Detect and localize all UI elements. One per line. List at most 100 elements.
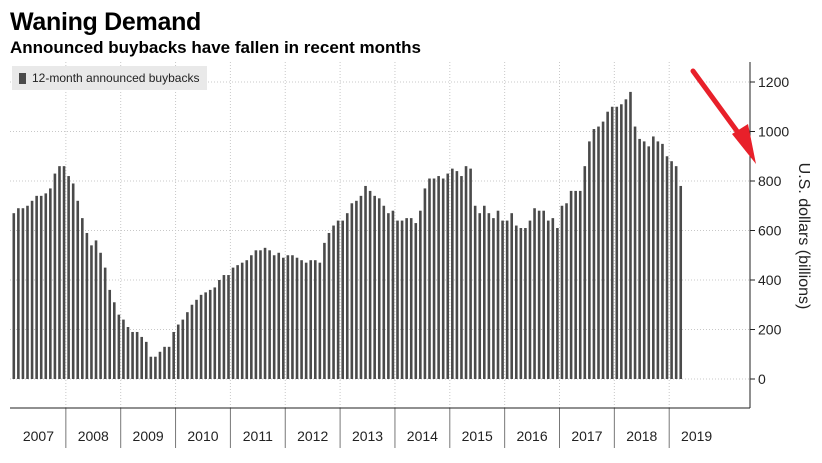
bar xyxy=(318,262,322,379)
bar xyxy=(49,188,52,379)
bar xyxy=(633,126,637,379)
bar xyxy=(455,171,459,379)
bar xyxy=(190,304,194,379)
bar xyxy=(419,210,422,379)
bar xyxy=(642,141,646,379)
bar xyxy=(624,99,628,379)
bar xyxy=(222,275,226,379)
bar xyxy=(359,195,363,379)
bar xyxy=(542,210,545,379)
bar xyxy=(428,178,431,379)
bar xyxy=(345,213,349,379)
bar xyxy=(597,126,600,379)
bar xyxy=(647,146,651,379)
bar xyxy=(117,314,121,379)
bar xyxy=(67,176,70,379)
bar xyxy=(661,143,664,379)
bar xyxy=(112,302,116,379)
bar xyxy=(524,228,527,379)
bar xyxy=(154,356,157,379)
bar xyxy=(441,178,445,379)
annotation-arrow-shaft xyxy=(690,68,745,141)
x-tick-label: 2007 xyxy=(23,428,54,444)
bar xyxy=(391,210,395,379)
bar xyxy=(492,218,495,379)
bar xyxy=(341,220,344,379)
x-tick-label: 2015 xyxy=(462,428,493,444)
bar xyxy=(227,275,230,379)
chart-subtitle: Announced buybacks have fallen in recent… xyxy=(10,38,421,57)
bar xyxy=(58,166,61,379)
bar xyxy=(277,252,281,379)
bar xyxy=(652,136,655,379)
bar xyxy=(629,91,632,380)
bar xyxy=(268,250,271,379)
bar xyxy=(62,166,66,379)
legend: 12-month announced buybacks xyxy=(12,66,208,90)
bar xyxy=(537,210,541,379)
bar xyxy=(364,185,367,379)
x-tick-label: 2019 xyxy=(681,428,712,444)
bar xyxy=(451,168,454,379)
bar xyxy=(373,195,376,379)
bar xyxy=(172,331,175,379)
bar xyxy=(81,218,84,379)
bar xyxy=(533,208,536,379)
bar xyxy=(309,260,313,379)
bar xyxy=(304,262,308,379)
bar xyxy=(195,299,198,379)
bar xyxy=(478,213,482,379)
x-tick-label: 2018 xyxy=(626,428,657,444)
bar xyxy=(149,356,153,379)
bar xyxy=(327,232,331,379)
bar xyxy=(592,129,596,379)
bar xyxy=(313,260,317,379)
bar xyxy=(496,210,500,379)
bar xyxy=(638,138,641,379)
bar xyxy=(254,250,258,379)
bar xyxy=(245,260,249,379)
bar xyxy=(295,257,299,379)
bar xyxy=(546,220,550,379)
bar xyxy=(583,166,587,379)
bar xyxy=(437,176,440,379)
x-tick-label: 2016 xyxy=(516,428,547,444)
y-tick-label: 400 xyxy=(758,272,782,288)
bar xyxy=(90,245,93,379)
bar xyxy=(423,188,427,379)
x-tick-label: 2012 xyxy=(297,428,328,444)
x-tick-label: 2014 xyxy=(407,428,438,444)
bar xyxy=(519,228,523,379)
bar xyxy=(610,106,614,379)
bar xyxy=(30,200,34,379)
bar xyxy=(569,190,573,379)
bar xyxy=(85,232,89,379)
bar xyxy=(556,228,559,379)
bar xyxy=(26,205,29,379)
bar xyxy=(35,195,38,379)
bar xyxy=(240,262,244,379)
bar xyxy=(350,203,354,379)
bar xyxy=(670,161,673,379)
y-tick-label: 0 xyxy=(758,371,766,387)
x-tick-label: 2011 xyxy=(243,428,273,444)
bar xyxy=(588,141,591,379)
bar xyxy=(163,346,166,379)
bar xyxy=(615,106,619,379)
bar xyxy=(53,173,57,379)
bar xyxy=(405,218,408,379)
bar xyxy=(99,252,102,379)
bar xyxy=(355,200,358,379)
bar xyxy=(76,200,80,379)
bar xyxy=(208,289,212,379)
bar xyxy=(250,255,253,379)
bar xyxy=(167,346,171,379)
bar xyxy=(122,319,125,379)
bar xyxy=(291,255,294,379)
bar xyxy=(382,205,386,379)
bar xyxy=(12,213,16,379)
bar xyxy=(501,220,504,379)
bar xyxy=(460,176,463,379)
bar xyxy=(44,193,48,379)
